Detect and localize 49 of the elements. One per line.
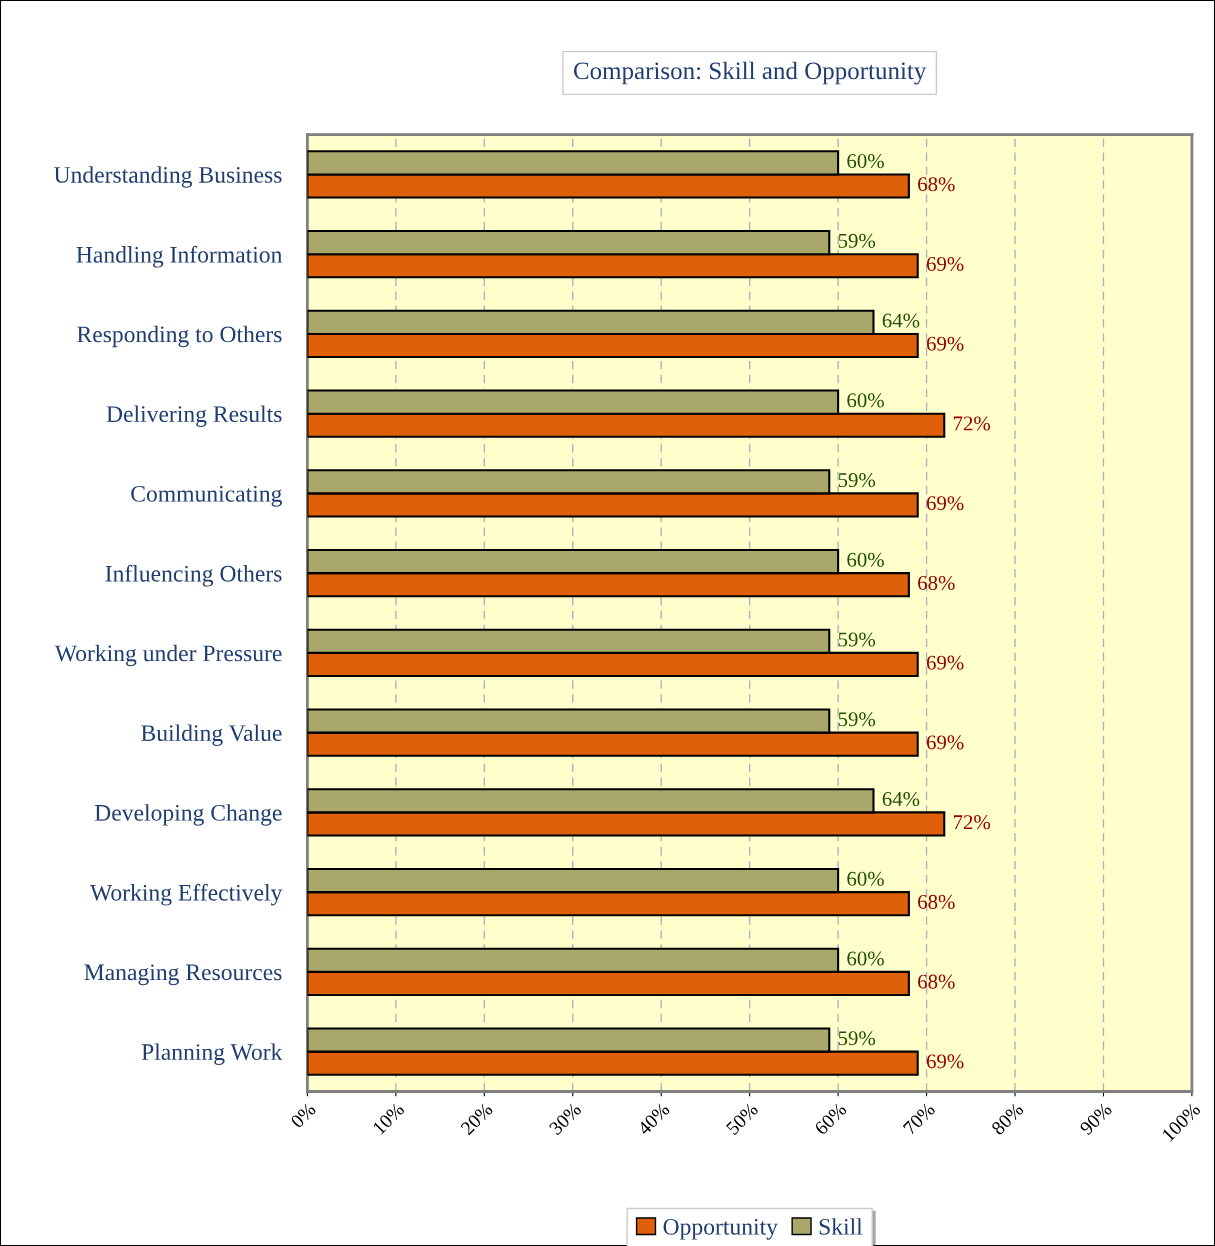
y-tick-label: Handling Information bbox=[76, 245, 283, 268]
data-label: 69% bbox=[926, 336, 964, 351]
data-label: 68% bbox=[918, 177, 955, 192]
x-tick-label: 20% bbox=[460, 1102, 494, 1136]
x-tick-label: 30% bbox=[548, 1102, 582, 1136]
chart-title: Comparison: Skill and Opportunity bbox=[573, 61, 927, 85]
y-tick-label: Working under Pressure bbox=[54, 644, 282, 667]
data-label: 64% bbox=[882, 313, 920, 328]
data-label: 68% bbox=[918, 894, 955, 909]
data-label: 59% bbox=[838, 473, 876, 488]
x-tick-label: 10% bbox=[372, 1102, 406, 1135]
data-label: 59% bbox=[838, 632, 876, 647]
legend-label: Skill bbox=[819, 1218, 863, 1235]
data-label: 72% bbox=[953, 815, 991, 830]
x-tick-label: 40% bbox=[636, 1102, 671, 1136]
data-label: 60% bbox=[847, 393, 884, 408]
data-label: 69% bbox=[926, 496, 964, 511]
data-label: 69% bbox=[926, 256, 964, 272]
data-label: 60% bbox=[847, 951, 884, 966]
x-tick-label: 0% bbox=[289, 1102, 317, 1129]
x-tick-label: 70% bbox=[902, 1102, 936, 1136]
y-tick-label: Working Effectively bbox=[90, 883, 283, 906]
data-label: 68% bbox=[918, 974, 955, 989]
data-label: 72% bbox=[953, 416, 991, 431]
y-tick-label: Delivering Results bbox=[106, 405, 282, 427]
x-tick-label: 60% bbox=[813, 1102, 848, 1136]
y-tick-label: Building Value bbox=[141, 724, 282, 746]
data-label: 59% bbox=[838, 1031, 876, 1046]
y-tick-label: Responding to Others bbox=[77, 325, 282, 348]
y-tick-label: Influencing Others bbox=[105, 564, 282, 587]
data-label: 69% bbox=[926, 735, 964, 750]
data-label: 64% bbox=[882, 791, 920, 807]
data-label: 60% bbox=[847, 871, 884, 886]
data-label: 69% bbox=[926, 655, 964, 670]
data-label: 60% bbox=[847, 552, 884, 567]
y-tick-label: Communicating bbox=[131, 485, 282, 507]
x-tick-label: 80% bbox=[990, 1102, 1025, 1136]
x-tick-label: 90% bbox=[1079, 1102, 1113, 1136]
legend-label: Opportunity bbox=[663, 1218, 778, 1240]
data-label: 69% bbox=[926, 1054, 964, 1069]
y-tick-label: Understanding Business bbox=[54, 166, 282, 188]
y-tick-label: Developing Change bbox=[94, 804, 282, 826]
y-tick-label: Planning Work bbox=[141, 1043, 283, 1065]
data-label: 59% bbox=[838, 712, 876, 727]
data-label: 68% bbox=[918, 575, 955, 591]
data-label: 60% bbox=[847, 154, 884, 169]
data-label: 59% bbox=[838, 233, 876, 248]
y-tick-label: Managing Resources bbox=[84, 964, 282, 986]
x-tick-label: 50% bbox=[725, 1102, 759, 1136]
